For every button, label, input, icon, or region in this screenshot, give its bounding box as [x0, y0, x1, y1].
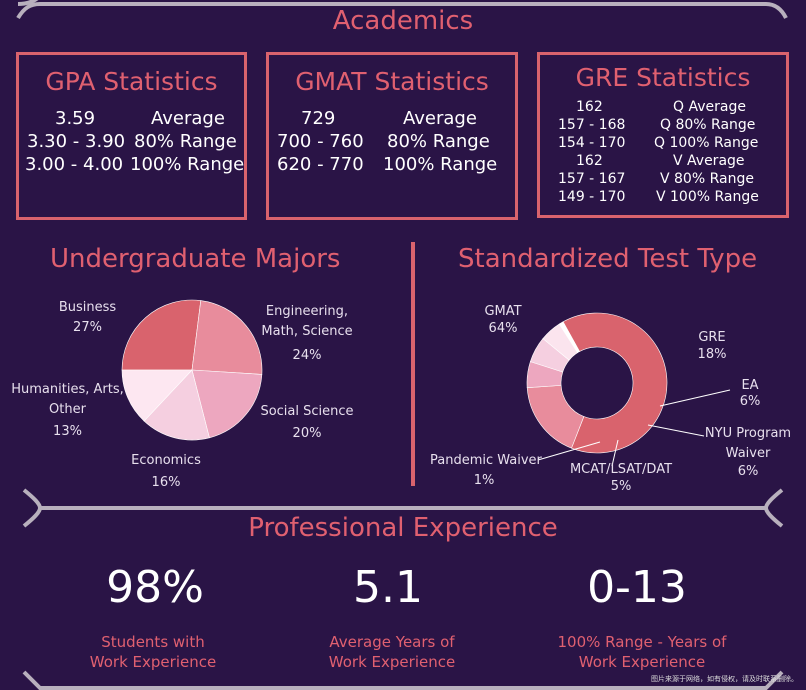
majors-slice-humanities-arts-other — [121, 369, 193, 422]
gpa-100-value: 3.00 - 4.00 — [25, 154, 124, 175]
test-label-mcat-name: MCAT/LSAT/DAT — [569, 462, 673, 477]
gmat-100-value: 620 - 770 — [277, 154, 364, 175]
academics-title: Academics — [332, 6, 474, 36]
stat-average-years-caption: Average Years of Work Experience — [272, 632, 512, 672]
gre-v-avg-value: 162 — [576, 153, 603, 169]
test-label-gmat-name: GMAT — [484, 304, 522, 319]
test-label-gmat-value: 64% — [488, 321, 518, 336]
gre-v-80-label: V 80% Range — [660, 171, 754, 187]
watermark-text: 图片来源于网络，如有侵权，请及时联系删除。 — [651, 675, 798, 683]
gre-q-100-value: 154 - 170 — [558, 135, 626, 151]
stat-range-years-caption-line1: 100% Range - Years of — [557, 633, 727, 651]
majors-slice-social-science — [191, 369, 263, 439]
gre-q-80-label: Q 80% Range — [660, 117, 756, 133]
test-label-mcat-value: 5% — [610, 479, 632, 494]
test-leader-line-mcat — [611, 439, 619, 467]
gpa-80-label: 80% Range — [134, 131, 237, 152]
test-label-gre: GRE 18% — [688, 328, 736, 365]
majors-slice-economics — [143, 369, 210, 441]
stat-work-experience-caption-line2: Work Experience — [89, 653, 217, 671]
majors-label-engineering-name: Engineering, Math, Science — [261, 304, 353, 339]
majors-label-economics-name: Economics — [131, 453, 201, 468]
professional-title: Professional Experience — [248, 513, 558, 543]
majors-label-social: Social Science 20% — [258, 402, 356, 444]
test-label-gmat: GMAT 64% — [478, 302, 528, 339]
gre-title: GRE Statistics — [575, 63, 751, 92]
test-label-nyu-value: 6% — [737, 464, 759, 479]
test-label-gre-name: GRE — [698, 330, 726, 345]
gre-q-avg-value: 162 — [576, 99, 603, 115]
gpa-title: GPA Statistics — [45, 67, 218, 96]
gre-v-avg-label: V Average — [673, 153, 745, 169]
test-leader-line-pandemic — [537, 441, 601, 461]
stat-average-years-caption-line1: Average Years of — [329, 633, 455, 651]
gpa-avg-value: 3.59 — [55, 108, 96, 129]
majors-label-humanities-value: 13% — [53, 424, 82, 439]
gre-q-80-value: 157 - 168 — [558, 117, 626, 133]
test-label-ea-name: EA — [741, 378, 759, 393]
majors-label-humanities: Humanities, Arts, Other 13% — [10, 380, 125, 442]
test-label-pandemic-name: Pandemic Waiver — [430, 453, 542, 468]
test-label-pandemic: Pandemic Waiver 1% — [430, 451, 542, 491]
majors-slice-engineering-math-science — [191, 300, 263, 375]
section-divider — [411, 242, 415, 486]
stat-work-experience-caption-line1: Students with — [101, 633, 205, 651]
gre-v-100-value: 149 - 170 — [558, 189, 626, 205]
test-type-chart-title: Standardized Test Type — [458, 244, 758, 274]
majors-label-economics-value: 16% — [151, 475, 181, 490]
gmat-80-value: 700 - 760 — [277, 131, 364, 152]
test-leader-line-nyu — [647, 424, 705, 437]
gmat-statistics-box: GMAT Statistics 729 Average 700 - 760 80… — [266, 52, 518, 220]
gpa-statistics-box: GPA Statistics 3.59 Average 3.30 - 3.90 … — [16, 52, 247, 220]
majors-label-engineering: Engineering, Math, Science 24% — [248, 302, 366, 366]
middle-bracket-decoration — [22, 488, 784, 528]
gmat-80-label: 80% Range — [387, 131, 490, 152]
test-label-ea-value: 6% — [739, 394, 761, 409]
test-slice-pandemic-waiver — [558, 321, 580, 354]
gmat-avg-label: Average — [403, 108, 477, 129]
majors-label-social-name: Social Science — [260, 404, 354, 419]
test-label-ea: EA 6% — [730, 376, 770, 412]
gre-q-avg-label: Q Average — [673, 99, 746, 115]
gpa-avg-label: Average — [151, 108, 225, 129]
stat-work-experience-caption: Students with Work Experience — [33, 632, 273, 672]
majors-label-humanities-name: Humanities, Arts, Other — [11, 382, 124, 417]
test-label-mcat: MCAT/LSAT/DAT 5% — [568, 460, 674, 497]
test-slice-gmat — [562, 312, 668, 454]
gre-statistics-box: GRE Statistics 162 Q Average 157 - 168 Q… — [537, 52, 789, 218]
test-label-gre-value: 18% — [697, 347, 727, 362]
majors-chart-title: Undergraduate Majors — [50, 244, 341, 274]
majors-label-engineering-value: 24% — [292, 348, 322, 363]
majors-label-social-value: 20% — [292, 426, 322, 441]
stat-average-years-value: 5.1 — [353, 562, 423, 613]
gpa-80-value: 3.30 - 3.90 — [27, 131, 126, 152]
test-slice-gre — [526, 385, 585, 449]
gre-v-100-label: V 100% Range — [656, 189, 759, 205]
stat-range-years-value: 0-13 — [587, 562, 687, 613]
test-label-nyu: NYU Program Waiver 6% — [704, 424, 792, 482]
gmat-100-label: 100% Range — [383, 154, 498, 175]
stat-work-experience-value: 98% — [106, 562, 204, 613]
gmat-avg-value: 729 — [301, 108, 336, 129]
test-label-nyu-name: NYU Program Waiver — [704, 426, 792, 461]
top-bracket-decoration — [16, 0, 788, 20]
majors-label-business-name: Business — [58, 300, 117, 315]
test-label-pandemic-value: 1% — [473, 473, 495, 488]
gmat-title: GMAT Statistics — [295, 67, 489, 96]
stat-range-years-caption-line2: Work Experience — [578, 653, 706, 671]
test-leader-line-ea — [659, 389, 731, 407]
majors-label-business-value: 27% — [73, 320, 102, 335]
majors-slice-business — [121, 299, 202, 371]
majors-label-business: Business 27% — [50, 298, 125, 338]
stat-range-years-caption: 100% Range - Years of Work Experience — [522, 632, 762, 672]
stat-average-years-caption-line2: Work Experience — [328, 653, 456, 671]
majors-label-economics: Economics 16% — [125, 451, 207, 493]
gre-v-80-value: 157 - 167 — [558, 171, 626, 187]
bottom-bracket-decoration — [22, 670, 784, 690]
gre-q-100-label: Q 100% Range — [654, 135, 759, 151]
gpa-100-label: 100% Range — [130, 154, 245, 175]
